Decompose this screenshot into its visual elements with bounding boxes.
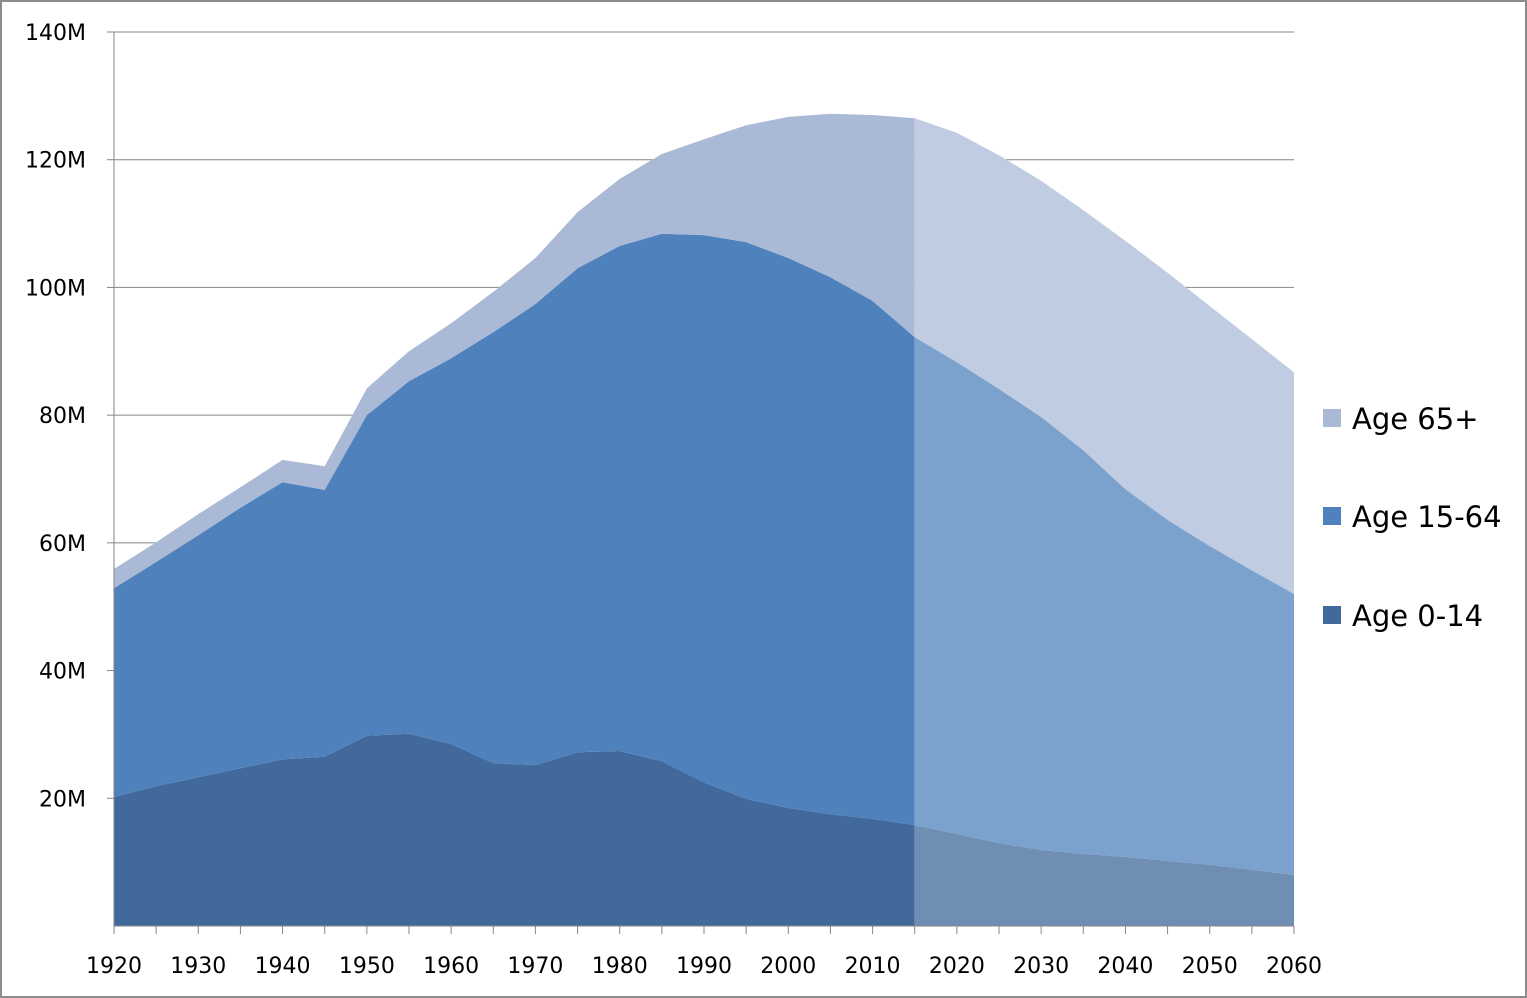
y-tick-label: 140M: [25, 21, 86, 46]
y-tick-label: 80M: [39, 404, 86, 429]
x-tick-label: 2050: [1182, 954, 1238, 979]
area-age-15-64-historical: [114, 233, 915, 826]
x-tick-label: 1970: [507, 954, 563, 979]
legend-label: Age 65+: [1352, 402, 1479, 436]
y-tick-label: 60M: [39, 532, 86, 557]
x-tick-label: 2020: [929, 954, 985, 979]
y-tick-label: 40M: [39, 660, 86, 685]
x-tick-label: 1990: [676, 954, 732, 979]
legend-swatch: [1323, 606, 1341, 624]
x-tick-label: 2030: [1013, 954, 1069, 979]
x-tick-label: 1930: [170, 954, 226, 979]
area-age-65--historical: [114, 113, 915, 589]
x-tick-label: 1960: [423, 954, 479, 979]
legend-swatch: [1323, 507, 1341, 525]
y-tick-label: 120M: [25, 149, 86, 174]
x-tick-label: 2060: [1266, 954, 1322, 979]
legend: Age 65+ Age 15-64 Age 0-14: [1323, 402, 1502, 633]
axes: 20M 40M 60M 80M 100M 120M 140M 1920 1930 1940 1950…: [25, 21, 1322, 979]
x-tick-label: 1980: [592, 954, 648, 979]
x-tick-label: 1920: [86, 954, 142, 979]
y-tick-label: 100M: [25, 276, 86, 301]
x-tick-label: 2000: [760, 954, 816, 979]
plot-areas: [114, 113, 1294, 926]
legend-label: Age 0-14: [1352, 599, 1483, 633]
legend-swatch: [1323, 409, 1341, 427]
area-age-0-14-projected: [914, 825, 1294, 926]
area-age-65--projected: [914, 118, 1294, 594]
area-age-0-14-historical: [114, 733, 915, 926]
x-tick-label: 1940: [255, 954, 311, 979]
x-tick-label: 2040: [1097, 954, 1153, 979]
legend-label: Age 15-64: [1352, 500, 1502, 534]
x-tick-label: 1950: [339, 954, 395, 979]
x-tick-label: 2010: [845, 954, 901, 979]
y-tick-label: 20M: [39, 787, 86, 812]
area-age-15-64-projected: [914, 337, 1294, 875]
